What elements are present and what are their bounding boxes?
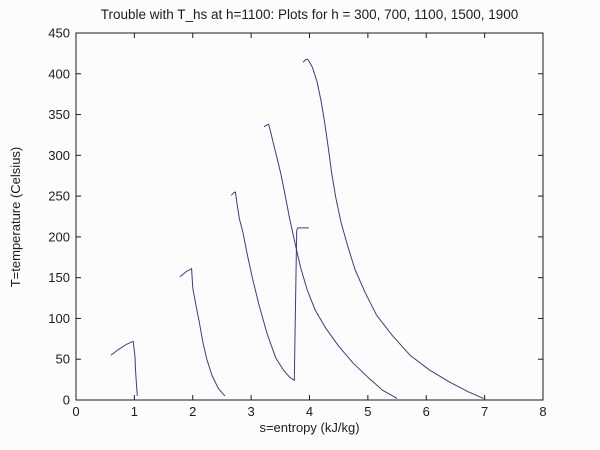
y-tick-label: 200	[48, 229, 70, 244]
axes-box	[75, 32, 544, 401]
x-tick-label: 3	[248, 404, 255, 419]
x-axis-label: s=entropy (kJ/kg)	[259, 420, 360, 435]
y-tick-label: 250	[48, 189, 70, 204]
x-tick-label: 7	[481, 404, 488, 419]
plot-title: Trouble with T_hs at h=1100: Plots for h…	[100, 7, 519, 22]
curve-h-700	[179, 268, 226, 397]
curve-h-300	[110, 340, 138, 396]
x-tick-label: 6	[423, 404, 430, 419]
y-tick-label: 400	[48, 66, 70, 81]
y-tick-label: 0	[63, 393, 70, 408]
y-tick-label: 100	[48, 311, 70, 326]
x-tick-label: 8	[539, 404, 546, 419]
x-tick-label: 4	[306, 404, 313, 419]
curve-h-1500	[263, 123, 398, 399]
y-tick-label: 150	[48, 270, 70, 285]
x-tick-label: 5	[364, 404, 371, 419]
x-tick-label: 0	[72, 404, 79, 419]
x-tick-label: 1	[131, 404, 138, 419]
x-tick-label: 2	[189, 404, 196, 419]
y-tick-label: 450	[48, 26, 70, 41]
y-tick-label: 300	[48, 148, 70, 163]
y-tick-label: 350	[48, 107, 70, 122]
y-tick-label: 50	[56, 352, 70, 367]
curve-h-1900	[302, 58, 484, 399]
curve-h-1100	[230, 191, 309, 381]
